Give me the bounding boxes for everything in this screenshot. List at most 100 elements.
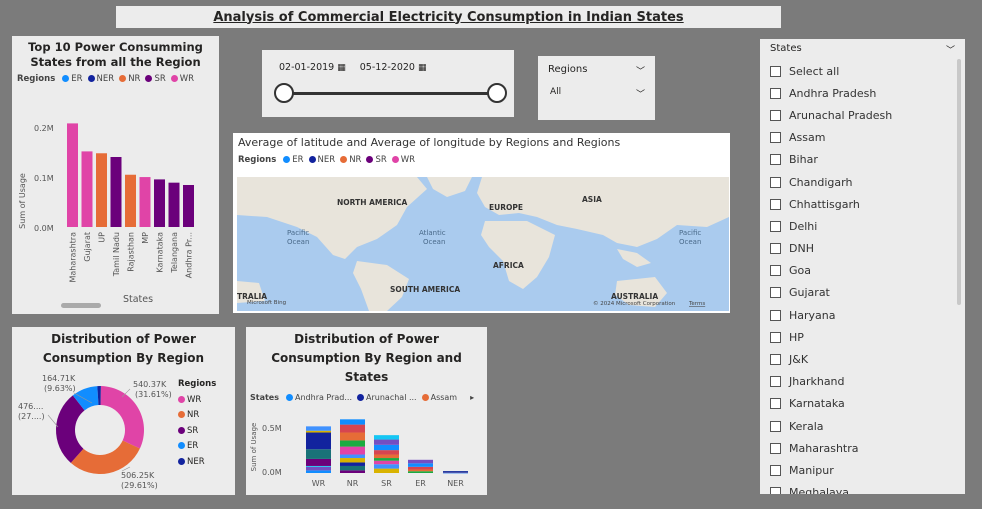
state-checkbox-row[interactable]: Delhi — [770, 215, 965, 237]
stack-segment-nr[interactable] — [340, 462, 365, 466]
stack-segment-ner[interactable] — [443, 471, 468, 472]
checkbox[interactable] — [770, 154, 781, 166]
stack-segment-nr[interactable] — [340, 424, 365, 433]
bar-karnataka[interactable] — [154, 179, 165, 227]
stack-segment-wr[interactable] — [306, 470, 331, 473]
stack-segment-er[interactable] — [408, 466, 433, 470]
stack-segment-sr[interactable] — [374, 458, 399, 461]
state-checkbox-row[interactable]: Chandigarh — [770, 171, 965, 193]
stack-segment-sr[interactable] — [374, 450, 399, 455]
checkbox[interactable] — [770, 442, 781, 454]
bar-mp[interactable] — [139, 177, 151, 227]
stack-segment-sr[interactable] — [374, 439, 399, 445]
bar-up[interactable] — [96, 153, 107, 227]
state-checkbox-row[interactable]: J&K — [770, 348, 965, 370]
checkbox[interactable] — [770, 376, 781, 388]
stack-segment-er[interactable] — [408, 469, 433, 472]
bar-telangana[interactable] — [168, 182, 180, 227]
checkbox[interactable] — [770, 420, 781, 432]
checkbox[interactable] — [770, 198, 781, 210]
state-checkbox-row[interactable]: Maharashtra — [770, 437, 965, 459]
checkbox[interactable] — [770, 109, 781, 121]
checkbox[interactable] — [770, 398, 781, 410]
bar-rajasthan[interactable] — [125, 174, 136, 227]
chevron-down-icon[interactable]: ﹀ — [945, 46, 955, 56]
state-checkbox-row[interactable]: Gujarat — [770, 282, 965, 304]
state-checkbox-row[interactable]: Manipur — [770, 459, 965, 481]
stack-segment-er[interactable] — [408, 471, 433, 473]
checkbox[interactable] — [770, 354, 781, 366]
state-checkbox-row[interactable]: Bihar — [770, 149, 965, 171]
donut-slice-wr[interactable] — [100, 386, 144, 449]
donut-slice-er[interactable] — [72, 386, 99, 411]
stack-segment-sr[interactable] — [374, 468, 399, 473]
bar-scrollbar[interactable] — [61, 303, 101, 308]
bar-gujarat[interactable] — [81, 151, 93, 227]
stack-segment-wr[interactable] — [306, 466, 331, 471]
checkbox[interactable] — [770, 487, 781, 494]
checkbox[interactable] — [770, 265, 781, 277]
checkbox[interactable] — [770, 309, 781, 321]
stack-segment-nr[interactable] — [340, 446, 365, 455]
world-map[interactable]: NORTH AMERICA EUROPE ASIA AFRICA SOUTH A… — [237, 177, 729, 311]
checkbox[interactable] — [770, 87, 781, 99]
date-range-end-handle[interactable] — [487, 83, 507, 103]
region-dropdown[interactable]: All ﹀ — [538, 77, 655, 100]
state-checkbox-row[interactable]: Jharkhand — [770, 371, 965, 393]
checkbox[interactable] — [770, 65, 781, 77]
legend-next-arrow[interactable]: ▸ — [470, 393, 475, 402]
stack-segment-sr[interactable] — [374, 435, 399, 440]
stack-segment-nr[interactable] — [340, 454, 365, 459]
state-checkbox-row[interactable]: HP — [770, 326, 965, 348]
stack-segment-wr[interactable] — [306, 458, 331, 466]
stack-segment-wr[interactable] — [306, 449, 331, 459]
state-checkbox-row[interactable]: Chhattisgarh — [770, 193, 965, 215]
stack-segment-wr[interactable] — [306, 465, 331, 467]
calendar-icon[interactable]: ▦ — [337, 63, 346, 73]
checkbox[interactable] — [770, 243, 781, 255]
stack-segment-nr[interactable] — [340, 440, 365, 447]
end-date-input[interactable]: 05-12-2020 ▦ — [359, 62, 427, 73]
state-checkbox-row[interactable]: Meghalaya — [770, 482, 965, 494]
stack-segment-nr[interactable] — [340, 465, 365, 471]
state-checkbox-row[interactable]: Haryana — [770, 304, 965, 326]
states-scrollbar[interactable] — [957, 59, 961, 305]
stack-segment-sr[interactable] — [374, 460, 399, 465]
select-all-checkbox-row[interactable]: Select all — [770, 60, 965, 82]
stack-segment-sr[interactable] — [374, 454, 399, 459]
stack-segment-er[interactable] — [408, 459, 433, 464]
state-checkbox-row[interactable]: Karnataka — [770, 393, 965, 415]
checkbox[interactable] — [770, 176, 781, 188]
stack-segment-sr[interactable] — [374, 444, 399, 451]
state-checkbox-row[interactable]: Arunachal Pradesh — [770, 104, 965, 126]
state-checkbox-row[interactable]: DNH — [770, 238, 965, 260]
stack-segment-nr[interactable] — [340, 458, 365, 463]
donut-slice-sr[interactable] — [56, 395, 85, 463]
checkbox[interactable] — [770, 331, 781, 343]
state-checkbox-row[interactable]: Goa — [770, 260, 965, 282]
checkbox[interactable] — [770, 464, 781, 476]
state-checkbox-row[interactable]: Assam — [770, 127, 965, 149]
donut-slice-nr[interactable] — [70, 440, 140, 474]
bar-andhra-pr-[interactable] — [183, 185, 194, 227]
stack-segment-nr[interactable] — [340, 432, 365, 441]
stack-segment-er[interactable] — [408, 463, 433, 467]
map-terms-link[interactable]: Terms — [688, 301, 705, 307]
stack-segment-wr[interactable] — [306, 432, 331, 450]
state-checkbox-row[interactable]: Andhra Pradesh — [770, 82, 965, 104]
stack-segment-wr[interactable] — [306, 430, 331, 433]
start-date-input[interactable]: 02-01-2019 ▦ — [279, 62, 346, 73]
stack-segment-nr[interactable] — [340, 470, 365, 473]
stack-segment-nr[interactable] — [340, 419, 365, 425]
date-range-track[interactable] — [284, 92, 500, 95]
calendar-icon[interactable]: ▦ — [418, 63, 427, 73]
donut-slice-ner[interactable] — [97, 386, 101, 406]
bar-tamil-nadu[interactable] — [110, 157, 122, 227]
checkbox[interactable] — [770, 220, 781, 232]
checkbox[interactable] — [770, 287, 781, 299]
checkbox[interactable] — [770, 132, 781, 144]
stack-segment-wr[interactable] — [306, 426, 331, 431]
chevron-down-icon[interactable]: ﹀ — [635, 67, 645, 77]
bar-maharashtra[interactable] — [67, 123, 78, 227]
date-range-start-handle[interactable] — [274, 83, 294, 103]
